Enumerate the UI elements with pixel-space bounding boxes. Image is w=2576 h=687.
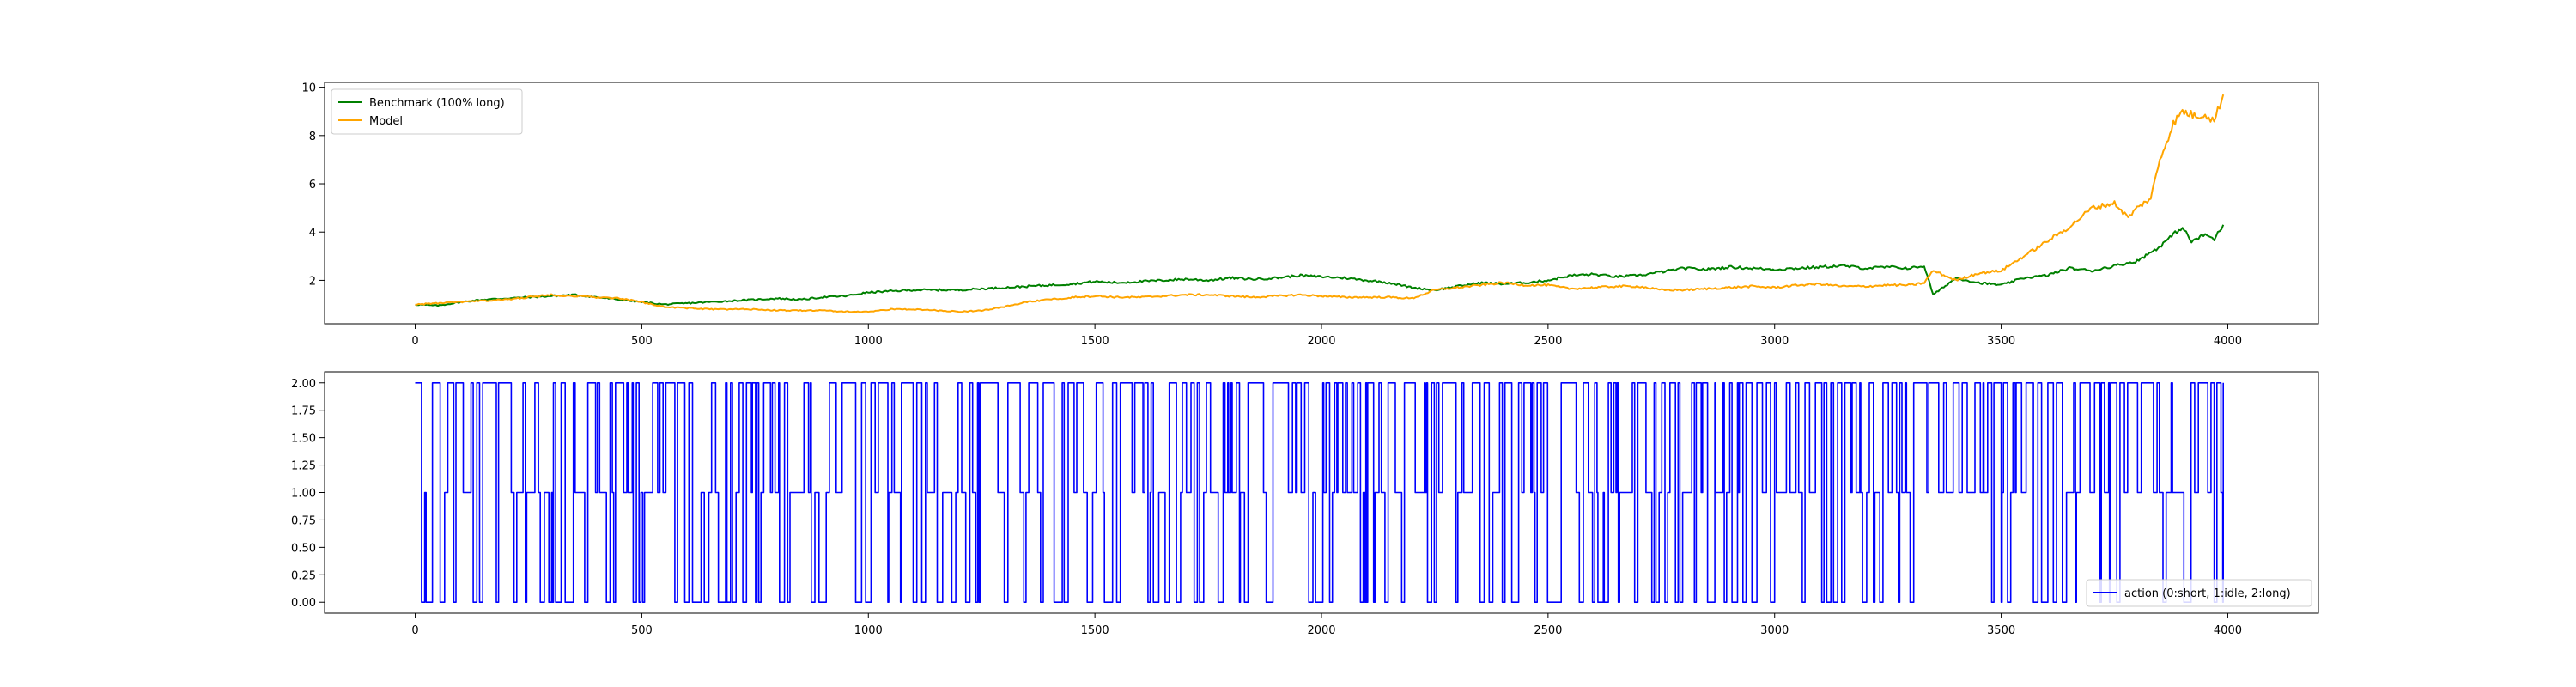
x-tick-label: 3000 (1760, 624, 1789, 637)
x-tick-label: 0 (411, 624, 418, 637)
y-tick-label: 0.75 (291, 514, 316, 527)
x-tick-label: 3500 (1987, 624, 2015, 637)
y-tick-label: 4 (309, 227, 316, 240)
x-tick-label: 3500 (1987, 335, 2015, 348)
chart-top-benchmark-vs-model: 0 500 1000 1500 2000 2500 3000 3500 4000 2 4 6 8 10 Be… (301, 82, 2319, 348)
x-tick-label: 4000 (2214, 624, 2242, 637)
x-tick-label: 2500 (1534, 624, 1562, 637)
x-tick-label: 2000 (1307, 624, 1335, 637)
axes-frame (324, 82, 2319, 325)
series-line-0 (415, 224, 2225, 307)
y-tick-label: 1.50 (291, 433, 316, 446)
series-line-0 (415, 382, 2224, 603)
y-tick-label: 1.25 (291, 460, 316, 473)
y-tick-label: 2.00 (291, 378, 316, 391)
x-tick-label: 500 (631, 335, 653, 348)
legend-label: Model (369, 115, 403, 128)
x-tick-label: 1500 (1081, 624, 1109, 637)
legend: action (0:short, 1:idle, 2:long) (2086, 579, 2312, 607)
y-tick-label: 0.00 (291, 597, 316, 610)
y-tick-label: 0.25 (291, 569, 316, 582)
legend: Benchmark (100% long) Model (331, 88, 523, 135)
x-tick-label: 4000 (2214, 335, 2242, 348)
legend-label: action (0:short, 1:idle, 2:long) (2124, 587, 2291, 600)
y-tick-label: 8 (309, 131, 316, 143)
x-tick-label: 500 (631, 624, 653, 637)
y-tick-label: 1.75 (291, 405, 316, 418)
legend-box (331, 88, 523, 135)
x-tick-label: 1500 (1081, 335, 1109, 348)
x-tick-label: 3000 (1760, 335, 1789, 348)
x-tick-label: 1000 (854, 624, 883, 637)
y-tick-label: 6 (309, 179, 316, 192)
chart-bottom-actions: 0 500 1000 1500 2000 2500 3000 3500 4000 0.00 0.25… (291, 371, 2319, 637)
legend-label: Benchmark (100% long) (369, 97, 505, 110)
y-tick-label: 1.00 (291, 488, 316, 501)
x-tick-label: 0 (411, 335, 418, 348)
y-tick-label: 0.50 (291, 542, 316, 555)
y-tick-label: 2 (309, 275, 316, 288)
x-tick-label: 2500 (1534, 335, 1562, 348)
legend-box (2086, 579, 2312, 607)
y-tick-label: 10 (301, 82, 316, 95)
series-line-1 (415, 94, 2225, 313)
x-tick-label: 1000 (854, 335, 883, 348)
x-tick-label: 2000 (1307, 335, 1335, 348)
